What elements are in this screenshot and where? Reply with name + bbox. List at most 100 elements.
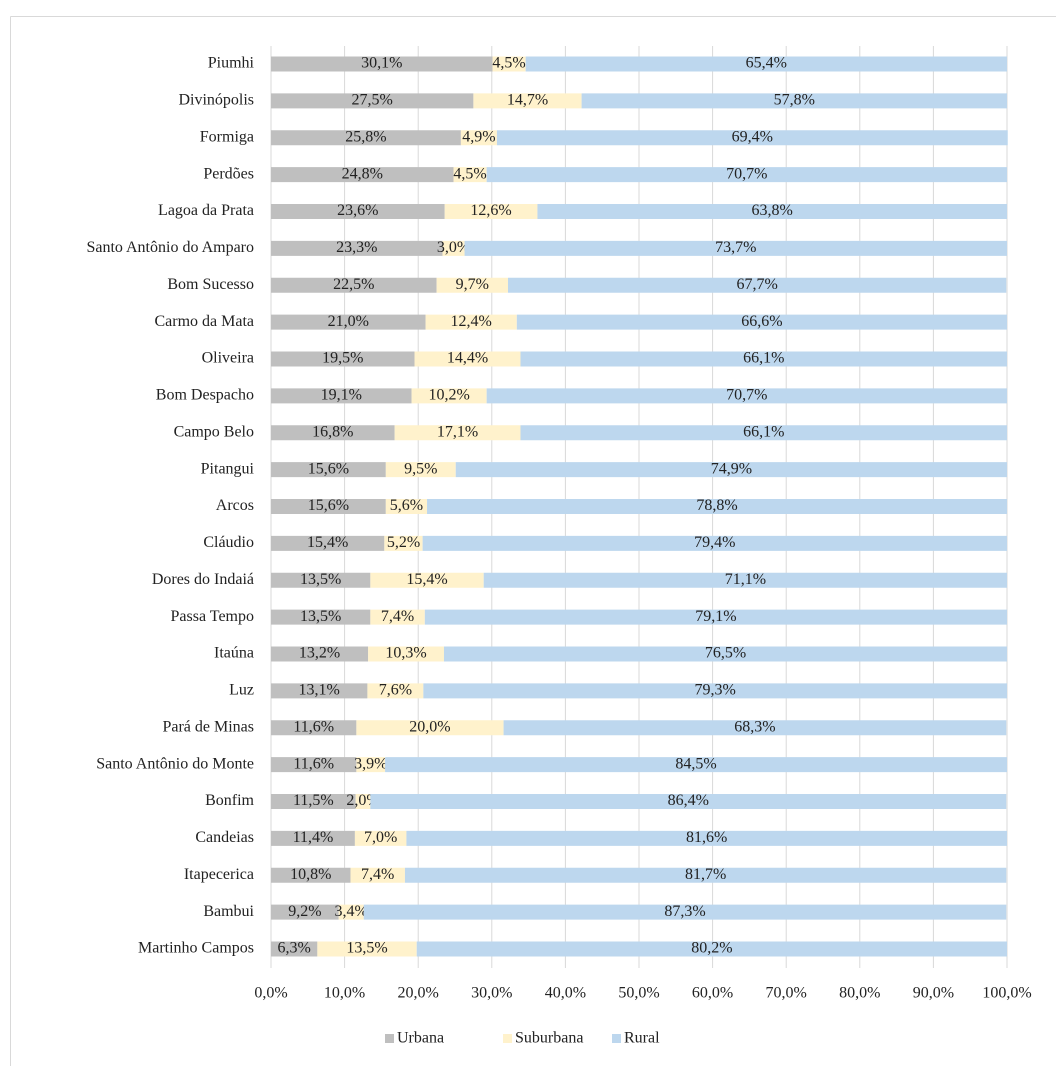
y-tick-label: Bambui <box>203 903 254 920</box>
x-tick-label: 10,0% <box>324 985 365 1002</box>
bar-segment <box>271 904 339 920</box>
data-label: 15,6% <box>308 460 349 477</box>
bar-segment <box>271 646 369 662</box>
y-tick-label: Carmo da Mata <box>154 313 254 330</box>
bar-segment <box>425 314 517 330</box>
bar-segment <box>486 167 1007 183</box>
y-tick-label: Pará de Minas <box>162 718 254 735</box>
y-tick-label: Dores do Indaiá <box>152 571 254 588</box>
bar-segment <box>385 462 456 478</box>
data-label: 19,1% <box>321 387 362 404</box>
bar-segment <box>581 93 1007 109</box>
data-label: 79,1% <box>695 608 736 625</box>
y-tick-label: Luz <box>229 682 254 699</box>
data-label: 17,1% <box>437 423 478 440</box>
bar-segment <box>271 757 357 773</box>
bar-segment <box>424 609 1008 625</box>
bar-segment <box>520 425 1007 441</box>
legend-label: Urbana <box>397 1030 444 1047</box>
data-label: 15,4% <box>307 534 348 551</box>
y-tick-label: Pitangui <box>201 460 255 477</box>
bar-segment <box>525 56 1007 72</box>
x-tick-label: 100,0% <box>982 985 1031 1002</box>
bar-segment <box>350 867 405 883</box>
data-label: 23,3% <box>336 239 377 256</box>
bar-segment <box>271 830 355 846</box>
data-label: 84,5% <box>675 755 716 772</box>
x-tick-label: 80,0% <box>839 985 880 1002</box>
bar-segment <box>338 904 364 920</box>
bar-segment <box>370 609 425 625</box>
x-tick-label: 90,0% <box>913 985 954 1002</box>
data-label: 24,8% <box>342 165 383 182</box>
legend-swatch <box>503 1034 512 1043</box>
y-tick-label: Itaúna <box>214 645 254 662</box>
bar-segment <box>317 941 417 957</box>
bar-segment <box>516 314 1007 330</box>
data-label: 86,4% <box>668 792 709 809</box>
data-label: 80,2% <box>691 940 732 957</box>
y-tick-label: Oliveira <box>202 350 254 367</box>
data-label: 57,8% <box>774 92 815 109</box>
bar-segment <box>271 794 356 809</box>
data-label: 13,5% <box>346 940 387 957</box>
y-tick-label: Bom Despacho <box>156 387 254 404</box>
bar-segment <box>271 314 426 330</box>
data-label: 7,4% <box>361 866 394 883</box>
bar-segment <box>423 683 1007 699</box>
y-tick-label: Cláudio <box>203 534 254 551</box>
bar-segment <box>537 204 1007 219</box>
x-tick-label: 50,0% <box>618 985 659 1002</box>
bar-segment <box>355 794 371 809</box>
bar-segment <box>406 830 1007 846</box>
data-label: 78,8% <box>696 497 737 514</box>
x-tick-label: 70,0% <box>766 985 807 1002</box>
bar-segment <box>503 720 1007 736</box>
data-label: 65,4% <box>746 55 787 72</box>
bar-segment <box>271 130 461 146</box>
data-label: 14,7% <box>507 92 548 109</box>
data-label: 15,4% <box>406 571 447 588</box>
y-tick-label: Itapecerica <box>184 866 254 883</box>
bar-segment <box>427 499 1008 514</box>
bar-segment <box>271 499 386 514</box>
y-tick-label: Formiga <box>200 128 254 145</box>
legend-swatch <box>612 1034 621 1043</box>
bar-segment <box>271 240 443 256</box>
bar-segment <box>271 867 351 883</box>
data-label: 66,1% <box>743 350 784 367</box>
x-tick-label: 20,0% <box>398 985 439 1002</box>
data-label: 4,9% <box>462 128 495 145</box>
data-label: 15,6% <box>308 497 349 514</box>
bar-segment <box>496 130 1008 146</box>
data-label: 25,8% <box>345 128 386 145</box>
bar-segment <box>271 56 493 72</box>
bar-segment <box>271 535 385 551</box>
data-label: 11,6% <box>293 755 334 772</box>
bar-segment <box>464 240 1007 256</box>
y-tick-label: Bom Sucesso <box>167 276 254 293</box>
bar-segment <box>271 462 386 478</box>
data-label: 74,9% <box>711 460 752 477</box>
data-label: 70,7% <box>726 165 767 182</box>
data-label: 3,9% <box>354 755 387 772</box>
data-label: 10,8% <box>290 866 331 883</box>
data-label: 4,5% <box>492 55 525 72</box>
data-label: 66,1% <box>743 423 784 440</box>
y-tick-label: Passa Tempo <box>171 608 254 625</box>
bar-segment <box>370 572 484 588</box>
data-label: 11,6% <box>293 718 334 735</box>
bar-segment <box>444 204 538 219</box>
bar-segment <box>271 425 395 441</box>
y-tick-label: Perdões <box>203 165 254 182</box>
bar-segment <box>271 683 368 699</box>
y-tick-label: Santo Antônio do Amparo <box>86 239 254 256</box>
data-label: 81,6% <box>686 829 727 846</box>
y-tick-label: Candeias <box>195 829 254 846</box>
data-label: 66,6% <box>741 313 782 330</box>
data-label: 67,7% <box>736 276 777 293</box>
x-tick-label: 40,0% <box>545 985 586 1002</box>
data-label: 9,5% <box>404 460 437 477</box>
data-label: 7,4% <box>381 608 414 625</box>
